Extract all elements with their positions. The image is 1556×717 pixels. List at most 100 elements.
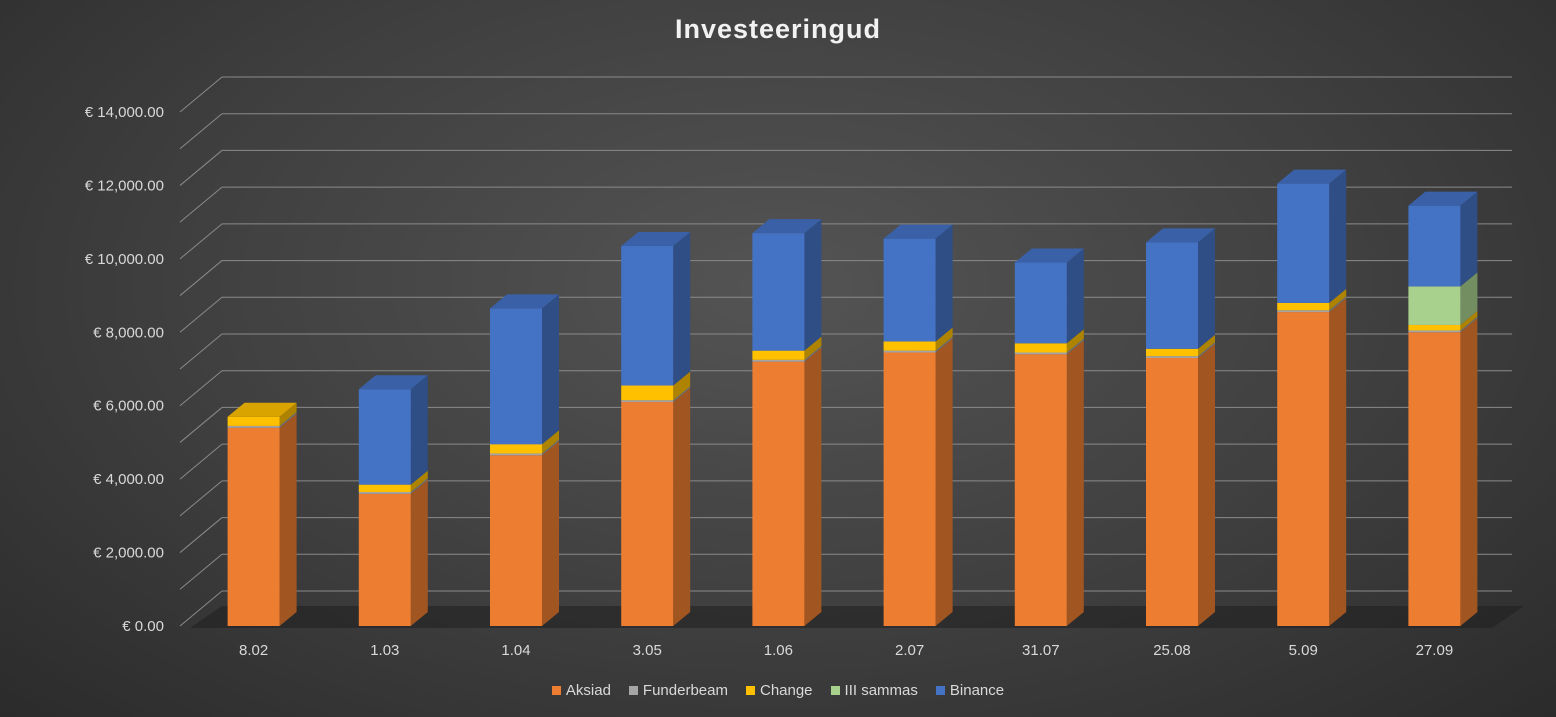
bar-segment — [227, 416, 280, 426]
bar-stack — [227, 402, 297, 626]
gridline-side — [179, 590, 223, 627]
bar-segment-side — [410, 479, 428, 626]
bar-segment — [358, 484, 411, 492]
bar-segment — [490, 444, 542, 454]
bar-segment — [358, 491, 411, 494]
bar-segment — [1146, 348, 1198, 357]
bar-segment — [621, 385, 674, 401]
x-tick-label: 27.09 — [1416, 642, 1454, 659]
y-tick-label: € 14,000.00 — [85, 104, 164, 121]
bar-segment-side — [673, 371, 691, 401]
bar-segment-side — [1460, 316, 1478, 333]
bar-segment-top — [1014, 248, 1084, 263]
bar-segment-top — [621, 232, 691, 247]
legend-label: Aksiad — [565, 682, 611, 699]
bar-segment-side — [935, 336, 953, 353]
bar-segment-side — [410, 470, 428, 492]
bar-segment — [621, 246, 674, 386]
bar-segment-side — [1460, 318, 1478, 626]
bar-segment-top — [1408, 191, 1478, 206]
gridline-side — [179, 407, 223, 443]
chart-title: Investeeringud — [674, 14, 882, 44]
bar-segment-side — [542, 430, 559, 454]
bar-segment — [1277, 302, 1330, 311]
bar-segment-side — [1198, 228, 1215, 349]
gridline-side — [179, 113, 223, 150]
legend-label: Change — [759, 682, 813, 699]
legend-swatch — [830, 686, 840, 695]
bar-segment — [1408, 332, 1461, 626]
bar-segment — [1146, 242, 1198, 349]
bar-segment-top — [752, 219, 822, 234]
bar-segment — [1408, 324, 1461, 331]
y-tick-label: € 6,000.00 — [93, 398, 164, 415]
bar-segment-side — [935, 327, 953, 351]
bar-segment — [1014, 352, 1067, 355]
gridline-side — [179, 480, 223, 517]
bar-segment — [358, 389, 411, 485]
y-tick-label: € 4,000.00 — [93, 471, 164, 488]
bar-segment-top — [883, 224, 953, 239]
legend-item: Funderbeam — [628, 682, 728, 699]
bar-segment-side — [410, 477, 428, 494]
legend-swatch — [628, 686, 638, 695]
bar-segment-side — [804, 219, 822, 351]
bar-segment — [1014, 343, 1067, 353]
bar-segment — [358, 493, 411, 626]
gridline-side — [179, 333, 223, 370]
bar-segment-top — [1146, 228, 1215, 243]
legend-item: Aksiad — [551, 682, 611, 699]
bar-segment-side — [1460, 191, 1478, 287]
y-axis-ticks: € 0.00 € 2,000.00 € 4,000.00 € 6,000.00 € 8,… — [85, 104, 164, 635]
bar-segment-side — [542, 294, 559, 445]
bar-stack — [1277, 169, 1347, 626]
bar-segment — [883, 341, 936, 351]
bar-segment-side — [1460, 272, 1478, 325]
legend-item: Change — [745, 682, 813, 699]
bar-segment — [1408, 205, 1461, 287]
bar-segment-side — [1198, 343, 1215, 626]
bar-segment-side — [935, 224, 953, 342]
bar-segment-side — [1198, 334, 1215, 357]
bar-segment-side — [1329, 169, 1347, 303]
legend-item: III sammas — [830, 682, 918, 699]
bar-segment-side — [279, 411, 297, 428]
bar-segment-side — [1066, 340, 1084, 626]
x-tick-label: 2.07 — [895, 642, 924, 659]
bar-segment — [227, 427, 280, 626]
x-tick-label: 1.04 — [501, 642, 530, 659]
bar-segment-side — [1460, 310, 1478, 331]
bars — [227, 169, 1478, 626]
bar-segment-side — [542, 441, 559, 626]
bar-segment-side — [673, 388, 691, 626]
bar-segment-side — [804, 336, 822, 360]
bar-segment-top — [1277, 169, 1347, 184]
bar-stack — [358, 375, 428, 626]
bar-segment-side — [410, 375, 428, 485]
bar-segment — [1277, 312, 1330, 626]
bar-segment — [752, 233, 805, 351]
bar-segment — [621, 400, 674, 403]
y-tick-label: € 10,000.00 — [85, 251, 164, 268]
bar-segment — [1014, 354, 1067, 626]
bar-segment — [883, 238, 936, 342]
gridline-side — [179, 260, 223, 296]
bar-segment — [1408, 330, 1461, 333]
bar-segment — [1408, 286, 1461, 325]
bar-stack — [490, 294, 559, 626]
gridline-side — [179, 150, 223, 186]
bar-segment-side — [1066, 248, 1084, 344]
bar-segment — [490, 455, 542, 626]
bar-segment-side — [279, 402, 297, 426]
bar-stack — [752, 219, 822, 626]
bar-segment — [227, 425, 280, 428]
bar-stack — [1146, 228, 1215, 626]
bar-segment-side — [1066, 329, 1084, 353]
legend-item: Binance — [935, 682, 1004, 699]
bar-segment-side — [1198, 342, 1215, 358]
x-tick-label: 25.08 — [1153, 642, 1191, 659]
bar-segment — [883, 350, 936, 353]
gridline-side — [179, 76, 223, 113]
bar-segment — [1277, 183, 1330, 303]
gridline-side — [179, 370, 223, 407]
